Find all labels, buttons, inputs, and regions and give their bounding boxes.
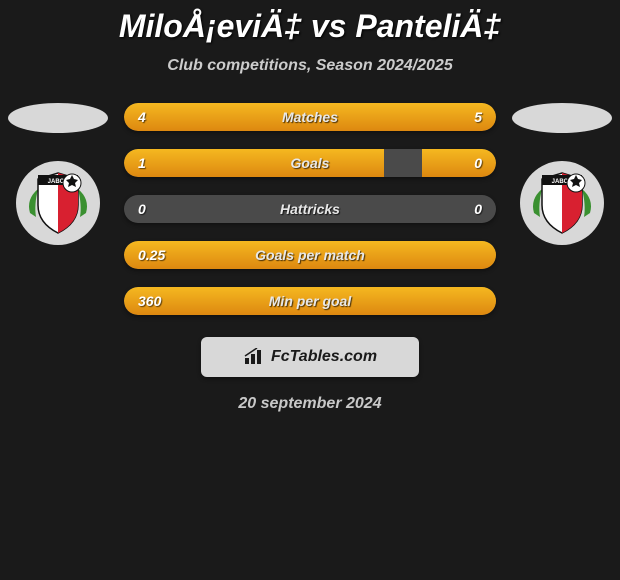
stat-bar-min-per-goal: 360 Min per goal [124,287,496,315]
date-text: 20 september 2024 [0,395,620,413]
comparison-infographic: MiloÅ¡eviÄ‡ vs PanteliÄ‡ Club competitio… [0,0,620,413]
stat-left-value: 0 [138,201,146,217]
bar-chart-icon [243,348,265,366]
stat-right-value: 0 [474,201,482,217]
shield-badge-icon: JABOP [8,161,108,245]
branding-box: FcTables.com [201,337,419,377]
stat-bar-hattricks: 0 Hattricks 0 [124,195,496,223]
stat-label: Min per goal [269,293,351,309]
left-club-badge: JABOP [8,161,108,245]
stat-label: Goals per match [255,247,365,263]
right-club-badge: JABOP [512,161,612,245]
stat-bar-goals-per-match: 0.25 Goals per match [124,241,496,269]
stat-bar-goals: 1 Goals 0 [124,149,496,177]
stat-label: Matches [282,109,338,125]
stat-left-value: 0.25 [138,247,165,263]
page-title: MiloÅ¡eviÄ‡ vs PanteliÄ‡ [0,0,620,45]
stat-label: Hattricks [280,201,340,217]
stat-left-value: 4 [138,109,146,125]
stat-left-value: 1 [138,155,146,171]
bar-left-fill [124,149,384,177]
right-player-column: JABOP [512,103,612,245]
shield-badge-icon: JABOP [512,161,612,245]
stat-left-value: 360 [138,293,161,309]
stat-label: Goals [291,155,330,171]
stat-right-value: 0 [474,155,482,171]
stat-bars: 4 Matches 5 1 Goals 0 0 Hattricks 0 [108,103,512,315]
bar-left-fill [124,103,289,131]
left-player-column: JABOP [8,103,108,245]
right-player-avatar [512,103,612,133]
stat-right-value: 5 [474,109,482,125]
stat-bar-matches: 4 Matches 5 [124,103,496,131]
stats-area: JABOP 4 Matches 5 1 Goals 0 [0,103,620,315]
subtitle: Club competitions, Season 2024/2025 [0,57,620,75]
left-player-avatar [8,103,108,133]
bar-right-fill [422,149,496,177]
branding-text: FcTables.com [271,348,377,366]
